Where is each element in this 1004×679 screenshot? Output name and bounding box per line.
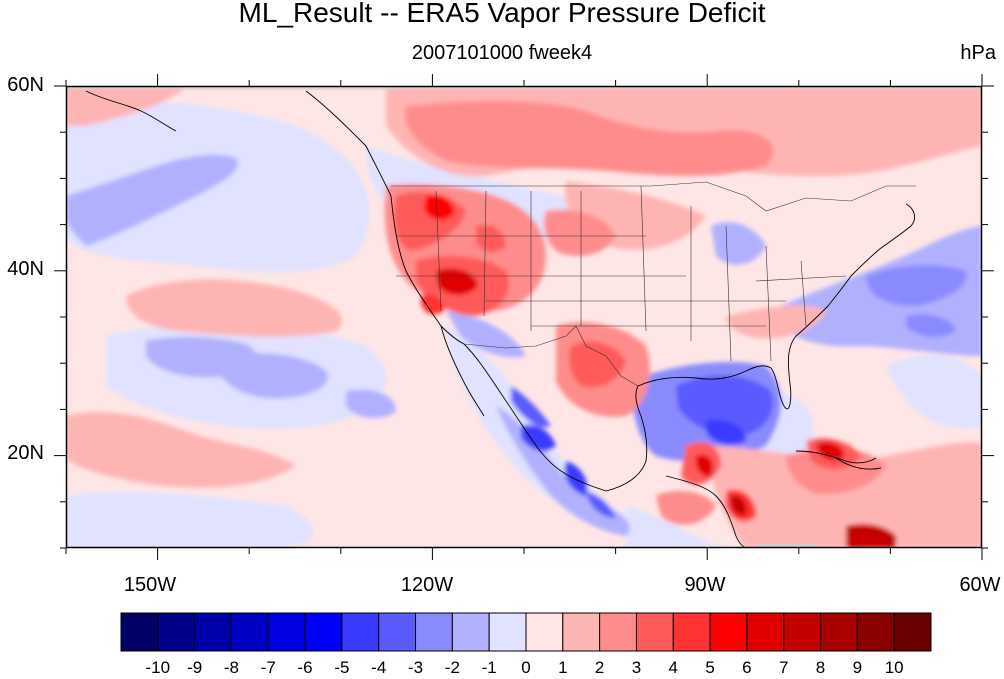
lon-label-60w: 60W [959, 574, 1001, 596]
coastlines [85, 90, 916, 548]
colorbar-label: 2 [594, 658, 605, 677]
lat-label-40n: 40N [7, 258, 44, 280]
colorbar-label: -9 [187, 658, 203, 677]
colorbar-label: 4 [668, 658, 678, 677]
colorbar-label: 6 [742, 658, 752, 677]
lon-label-90w: 90W [684, 574, 726, 596]
colorbar-box [304, 612, 343, 652]
colorbar-label: -2 [444, 658, 460, 677]
colorbar-box [856, 612, 895, 652]
colorbar-label: 1 [558, 658, 568, 677]
colorbar-box [893, 612, 932, 652]
colorbar-label: -10 [145, 658, 171, 677]
lon-label-120w: 120W [400, 574, 454, 596]
lat-label-60n: 60N [7, 74, 44, 96]
colorbar-label: -7 [260, 658, 276, 677]
map-border [65, 85, 983, 549]
colorbar-label: -5 [334, 658, 350, 677]
colorbar-box [194, 612, 232, 652]
colorbar-box [672, 612, 711, 652]
lon-label-150w: 150W [123, 574, 177, 596]
colorbar-box [635, 612, 674, 652]
colorbar-label: 8 [815, 658, 826, 677]
colorbar-box [599, 612, 637, 652]
vpd-map [54, 74, 994, 560]
colorbar-label: 5 [705, 658, 715, 677]
colorbar-label: 0 [521, 658, 531, 677]
colorbar-label: -1 [481, 658, 497, 677]
colorbar-label: -4 [371, 658, 387, 677]
colorbar-label: -3 [407, 658, 424, 677]
colorbar-label: 9 [852, 658, 863, 677]
colorbar-box [709, 612, 748, 652]
colorbar-box [488, 612, 527, 652]
colorbar-box [783, 612, 822, 652]
colorbar [120, 612, 932, 652]
figure-subtitle: 2007101000 fweek4 [411, 42, 593, 64]
colorbar-box [525, 612, 564, 652]
axis-ticks [54, 74, 994, 560]
colorbar-label: -8 [223, 658, 240, 677]
colorbar-box [267, 612, 306, 652]
colorbar-box [451, 612, 490, 652]
colorbar-box [341, 612, 380, 652]
colorbar-box [230, 612, 269, 652]
colorbar-label: -6 [297, 658, 313, 677]
colorbar-label: 3 [631, 658, 642, 677]
colorbar-box [157, 612, 196, 652]
colorbar-label: 7 [778, 658, 789, 677]
vpd-field [66, 86, 982, 548]
colorbar-box [820, 612, 858, 652]
state-borders [391, 181, 916, 387]
colorbar-box [378, 612, 417, 652]
figure-title: ML_Result -- ERA5 Vapor Pressure Deficit [238, 0, 766, 28]
colorbar-box [120, 612, 159, 652]
lat-label-20n: 20N [7, 442, 44, 464]
colorbar-box [562, 612, 601, 652]
colorbar-box [746, 612, 785, 652]
units-label: hPa [960, 42, 996, 64]
colorbar-box [415, 612, 453, 652]
colorbar-label: 10 [884, 658, 904, 677]
